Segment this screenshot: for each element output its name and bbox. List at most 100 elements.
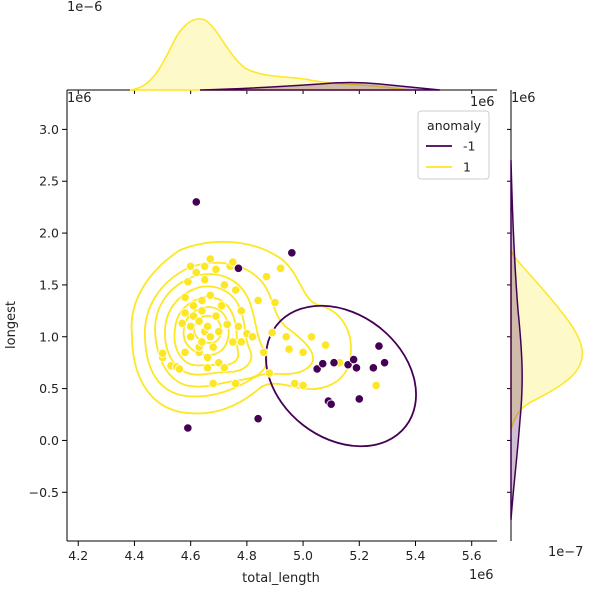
legend: anomaly -1 1 <box>417 110 490 180</box>
scatter-point <box>253 295 263 306</box>
scatter-point <box>247 332 258 342</box>
scatter-point <box>231 378 241 389</box>
scatter-point <box>205 290 215 300</box>
scatter-point <box>202 321 213 331</box>
y-tick-label: 2.0 <box>39 226 59 241</box>
scatter-point <box>287 248 297 258</box>
legend-title: anomaly <box>427 118 482 133</box>
y-axis-label: longest <box>4 301 19 349</box>
scatter-point <box>191 197 201 207</box>
x-offset-label-top: 1e6 <box>67 91 92 106</box>
scatter-point <box>253 414 263 424</box>
scatter-point <box>186 261 196 271</box>
y-tick-label: −0.5 <box>29 485 59 500</box>
scatter-point <box>214 326 224 337</box>
legend-label: -1 <box>463 139 475 154</box>
scatter-point <box>228 337 238 347</box>
scatter-point <box>233 321 244 331</box>
scatter-point <box>264 368 274 378</box>
legend-label: 1 <box>463 160 471 175</box>
scatter-point <box>267 328 277 338</box>
scatter-point <box>228 257 238 267</box>
scatter-point <box>306 332 317 342</box>
right-marginal-kde <box>507 90 584 541</box>
kde-contour-class-neg1 <box>265 304 417 448</box>
scatter-point <box>312 364 322 374</box>
scatter-point <box>320 340 331 350</box>
kde-contour-class-1 <box>182 306 230 357</box>
scatter-point <box>174 364 185 374</box>
right-kde-class-1 <box>510 249 584 431</box>
x-tick-label: 5.0 <box>293 548 313 563</box>
y-tick-label: 0.0 <box>39 433 59 448</box>
scatter-point <box>180 308 190 318</box>
scatter-point <box>259 347 269 357</box>
scatter-point <box>219 363 229 373</box>
scatter-point <box>270 297 280 308</box>
top-marginal-right-label: 1e6 <box>470 95 495 110</box>
scatter-point <box>197 337 207 347</box>
scatter-point <box>186 332 196 342</box>
scatter-point <box>200 261 210 271</box>
scatter-point <box>202 352 213 363</box>
x-tick-label: 5.2 <box>349 548 369 563</box>
main-axes: 4.2 4.4 4.6 4.8 5.0 5.2 5.4 5.6 −0.5 0.0 0.5 1.0 1.5… <box>29 90 497 563</box>
scatter-point <box>208 378 218 389</box>
x-tick-label: 4.6 <box>181 548 201 563</box>
scatter-point <box>208 342 218 352</box>
scatter-point <box>197 295 207 306</box>
scatter-point <box>191 267 201 278</box>
scatter-point <box>183 277 193 287</box>
scatter-point <box>205 254 215 264</box>
scatter-point <box>281 332 291 342</box>
scatter-point <box>188 301 199 311</box>
scatter-point <box>211 264 221 274</box>
kde-contour-class-1 <box>173 296 240 367</box>
scatter-point <box>233 263 244 273</box>
scatter-point <box>275 263 286 273</box>
right-kde-class-neg1 <box>510 159 523 521</box>
x-tick-label: 4.4 <box>125 548 145 563</box>
scatter-point <box>290 378 300 389</box>
scatter-point <box>214 358 224 368</box>
x-axis-label: total_length <box>242 571 320 586</box>
scatter-point <box>219 280 229 290</box>
scatter-point <box>318 359 328 369</box>
right-marginal-top-label: 1e6 <box>511 91 536 106</box>
x-tick-label: 5.6 <box>462 548 482 563</box>
legend-box <box>417 110 490 180</box>
kde-contour-class-1 <box>164 285 253 376</box>
scatter-point <box>202 363 213 373</box>
scatter-point <box>180 292 190 302</box>
scatter-point <box>231 285 241 295</box>
scatter-point <box>371 380 381 391</box>
scatter-point <box>329 358 339 368</box>
scatter-point <box>186 321 196 331</box>
top-marginal-kde <box>67 18 497 94</box>
scatter-point <box>211 311 221 321</box>
scatter-point <box>349 354 359 365</box>
y-tick-label: 0.5 <box>39 381 59 396</box>
scatter-point <box>177 318 187 328</box>
scatter-point <box>188 311 199 321</box>
y-tick-label: 2.5 <box>39 174 59 189</box>
scatter-point <box>351 363 362 373</box>
x-tick-label: 5.4 <box>406 548 426 563</box>
scatter-point <box>236 306 246 316</box>
scatter-point <box>157 348 168 358</box>
scatter-point <box>298 347 308 357</box>
x-tick-label: 4.8 <box>237 548 257 563</box>
y-tick-label: 1.5 <box>39 277 59 292</box>
top-kde-class-neg1 <box>199 81 441 91</box>
scatter-point <box>379 358 390 368</box>
x-tick-label: 4.2 <box>68 548 88 563</box>
scatter-point <box>354 394 364 404</box>
scatter-point <box>261 272 272 282</box>
scatter-point <box>374 341 384 351</box>
y-tick-label: 3.0 <box>39 122 59 137</box>
y-tick-label: 1.0 <box>39 329 59 344</box>
scatter-point <box>205 332 215 342</box>
scatter-point <box>197 306 207 316</box>
scatter-point <box>194 316 204 326</box>
